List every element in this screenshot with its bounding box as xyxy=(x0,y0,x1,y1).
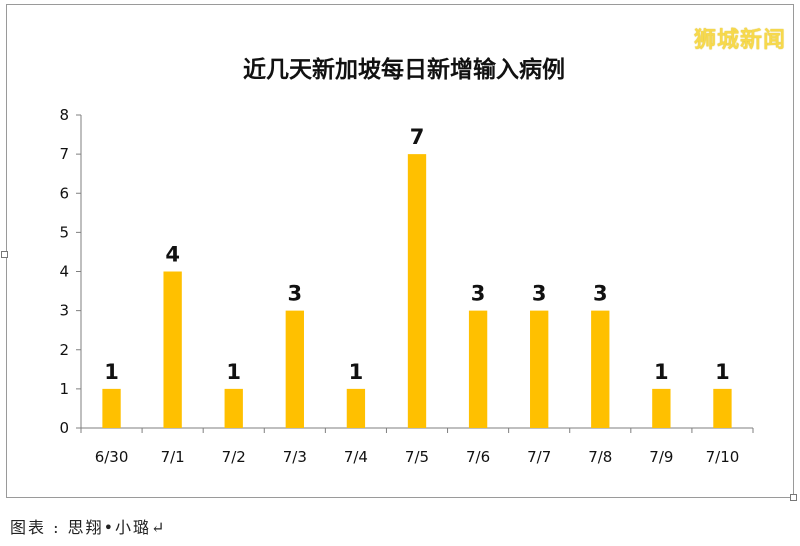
x-tick-label: 7/10 xyxy=(706,448,740,466)
bar-7-4 xyxy=(346,388,366,428)
y-tick-label: 7 xyxy=(59,145,69,163)
data-label: 1 xyxy=(715,360,730,384)
resize-handle-bottom-right[interactable] xyxy=(790,494,797,501)
chart-title: 近几天新加坡每日新增输入病例 xyxy=(243,56,565,83)
x-tick-label: 7/2 xyxy=(222,448,246,466)
bar-6-30 xyxy=(102,388,121,428)
y-tick-label: 5 xyxy=(59,223,69,241)
data-label: 4 xyxy=(165,243,180,267)
bars: 1 4 1 3 1 7 3 3 3 1 1 xyxy=(102,125,732,428)
data-label: 1 xyxy=(654,360,669,384)
watermark-logo: 狮城新闻 xyxy=(693,28,786,53)
x-tick-label: 7/8 xyxy=(588,448,612,466)
bar-7-1 xyxy=(163,271,182,428)
y-tick-label: 3 xyxy=(59,302,69,320)
x-tick-label: 7/1 xyxy=(161,448,185,466)
y-axis: 0 1 2 3 4 5 6 7 8 xyxy=(59,106,82,437)
bar-chart: 近几天新加坡每日新增输入病例 0 1 2 3 4 5 6 7 8 6/30 7/1 7/2 7/3 7/… xyxy=(59,56,754,466)
y-tick-label: 4 xyxy=(59,263,69,281)
bar-7-5 xyxy=(407,154,427,428)
y-tick-label: 0 xyxy=(59,419,69,437)
resize-handle-left[interactable] xyxy=(1,251,8,258)
figure-caption: 图表 : 思翔•小璐↵ xyxy=(10,518,167,537)
y-tick-label: 2 xyxy=(59,341,69,359)
bar-7-2 xyxy=(224,388,243,428)
x-tick-label: 6/30 xyxy=(95,448,129,466)
y-tick-label: 1 xyxy=(59,380,69,398)
data-label: 7 xyxy=(410,125,425,149)
bar-7-10 xyxy=(713,388,732,428)
data-label: 3 xyxy=(288,282,303,306)
x-tick-label: 7/6 xyxy=(466,448,490,466)
y-tick-label: 8 xyxy=(59,106,69,124)
data-label: 3 xyxy=(471,282,486,306)
data-label: 1 xyxy=(349,360,364,384)
x-tick-label: 7/7 xyxy=(527,448,551,466)
data-label: 1 xyxy=(104,360,119,384)
data-label: 3 xyxy=(532,282,547,306)
x-tick-label: 7/4 xyxy=(344,448,368,466)
bar-7-8 xyxy=(591,310,610,428)
x-axis: 6/30 7/1 7/2 7/3 7/4 7/5 7/6 7/7 7/8 7/9 7/10 xyxy=(80,427,754,466)
chart-area: 近几天新加坡每日新增输入病例 0 1 2 3 4 5 6 7 8 6/30 7/1 7/2 7/3 7/… xyxy=(6,4,794,498)
bar-7-7 xyxy=(530,310,549,428)
data-label: 3 xyxy=(593,282,608,306)
x-tick-label: 7/9 xyxy=(649,448,673,466)
y-tick-label: 6 xyxy=(59,184,69,202)
data-label: 1 xyxy=(226,360,241,384)
bar-7-3 xyxy=(285,310,304,428)
bar-7-9 xyxy=(652,388,671,428)
x-tick-label: 7/5 xyxy=(405,448,429,466)
bar-7-6 xyxy=(468,310,488,428)
x-tick-label: 7/3 xyxy=(283,448,307,466)
